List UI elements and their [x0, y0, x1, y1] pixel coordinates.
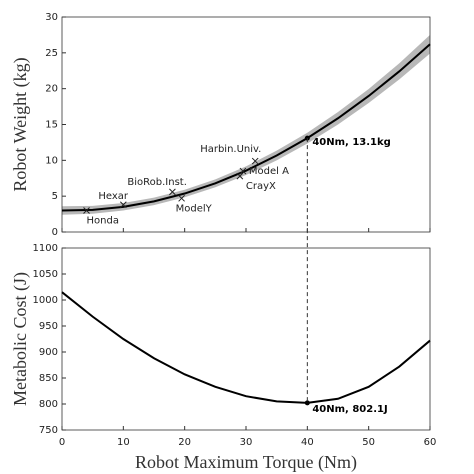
point-marker — [169, 188, 176, 196]
point-marker — [251, 157, 259, 165]
annotation-label: 40Nm, 13.1kg — [312, 137, 390, 148]
line — [61, 43, 431, 212]
x-axis-label: Robot Maximum Torque (Nm) — [135, 452, 357, 473]
point-marker — [236, 172, 244, 180]
y-tick-label: 750 — [39, 425, 58, 436]
point-label: Harbin.Univ. — [200, 144, 261, 155]
y-axis-label: Metabolic Cost (J) — [10, 272, 31, 406]
y-tick-label: 25 — [45, 48, 58, 59]
y-tick-label: 0 — [52, 227, 58, 238]
y-tick-label: 950 — [39, 321, 58, 332]
point-marker — [83, 207, 90, 214]
annotation-label: 40Nm, 802.1J — [312, 404, 387, 415]
point-marker — [239, 167, 247, 175]
annotation-point — [304, 400, 310, 406]
x-tick-label: 60 — [424, 437, 437, 448]
y-tick-label: 5 — [52, 191, 58, 202]
x-tick-label: 40 — [301, 437, 314, 448]
x-tick-label: 10 — [117, 437, 130, 448]
point-label: ModelY — [176, 203, 213, 214]
x-tick-label: 50 — [362, 437, 375, 448]
point-label: Hexar — [98, 191, 129, 202]
point-marker — [178, 194, 185, 202]
point-label: CrayX — [246, 181, 276, 192]
y-tick-label: 1100 — [33, 243, 58, 254]
y-tick-label: 20 — [45, 84, 58, 95]
axes-box — [61, 247, 431, 431]
x-tick-label: 20 — [178, 437, 191, 448]
point-marker — [119, 201, 127, 209]
x-tick-label: 30 — [240, 437, 253, 448]
x-tick-label: 0 — [59, 437, 65, 448]
point-label: Honda — [87, 216, 119, 227]
point-label: BioRob.Inst. — [127, 177, 186, 188]
y-tick-label: 15 — [45, 120, 58, 131]
y-axis-label: Robot Weight (kg) — [10, 57, 31, 191]
y-tick-label: 30 — [45, 12, 58, 23]
y-tick-label: 1050 — [33, 269, 58, 280]
point-label: Model A — [249, 166, 289, 177]
y-tick-label: 850 — [39, 373, 58, 384]
y-tick-label: 800 — [39, 399, 58, 410]
y-tick-label: 10 — [45, 155, 58, 166]
y-tick-label: 900 — [39, 347, 58, 358]
line — [61, 291, 431, 404]
y-tick-label: 1000 — [33, 295, 58, 306]
